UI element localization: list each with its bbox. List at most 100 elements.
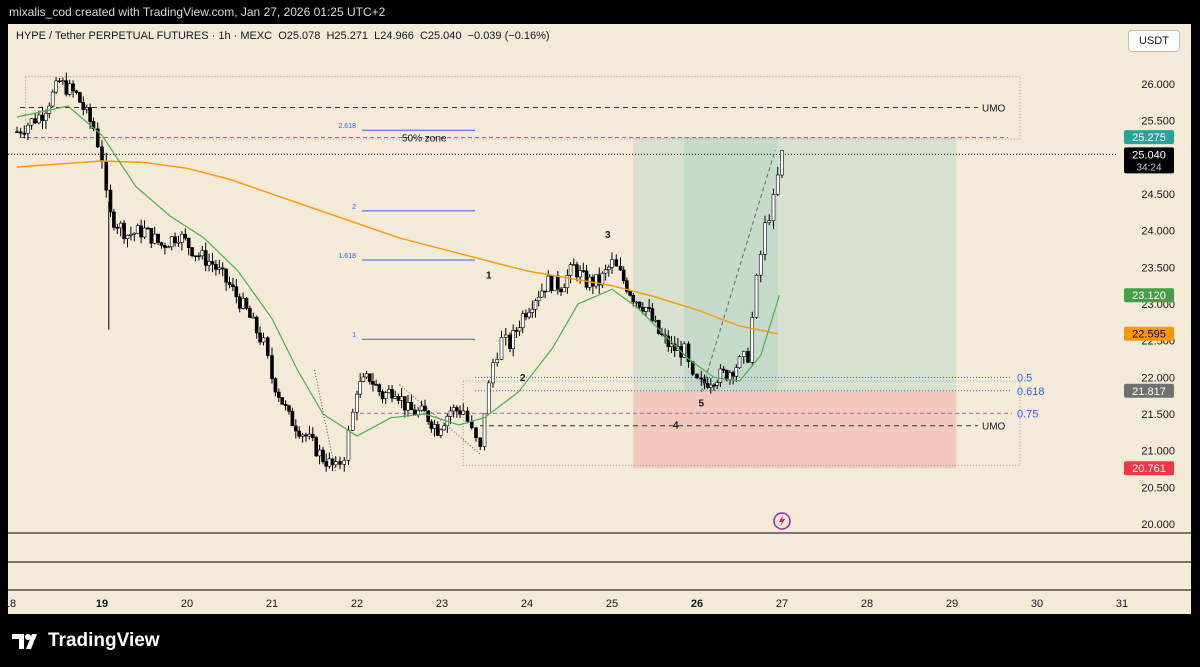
price-badge-bg: [1124, 461, 1174, 476]
candle-down: [254, 316, 259, 334]
time-tick-21: 21: [266, 598, 278, 610]
candle-up: [125, 234, 130, 239]
candle-up: [737, 356, 742, 369]
legend-close: C25.040: [419, 30, 462, 42]
price-tick: 23.500: [1141, 262, 1175, 274]
candle-up: [361, 376, 366, 382]
candle-down: [156, 233, 160, 243]
candle-down: [304, 434, 308, 437]
chart-pane[interactable]: [8, 24, 1191, 614]
price-tick: 20.500: [1141, 482, 1175, 494]
candle-up: [546, 275, 551, 292]
candle-down: [371, 381, 375, 385]
candle-down: [314, 437, 319, 457]
candle-up: [536, 296, 541, 302]
candle-down: [656, 320, 661, 334]
candle-up: [37, 114, 41, 124]
candle-up: [61, 80, 65, 83]
lightning-glyph: [779, 515, 785, 527]
candle-down: [731, 372, 735, 377]
stop-zone: [633, 390, 957, 469]
candle-up: [565, 275, 570, 288]
candle-down: [650, 308, 655, 321]
time-tick-26: 26: [691, 598, 703, 610]
candle-up: [754, 274, 759, 318]
candle-down: [686, 343, 691, 363]
candle-down: [478, 437, 483, 447]
candle-up: [327, 458, 332, 467]
candle-down: [224, 268, 228, 283]
candle-up: [217, 267, 222, 270]
candle-up: [530, 308, 535, 313]
candle-up: [180, 233, 184, 243]
candle-down: [100, 146, 104, 162]
candle-up: [709, 384, 713, 388]
trade-path-line: [700, 149, 776, 393]
wave-label-3: 3: [605, 230, 611, 241]
candle-up: [346, 429, 351, 461]
candle-up: [207, 261, 211, 266]
candle-up: [132, 233, 137, 235]
candle-down: [559, 288, 563, 293]
candle-up: [728, 372, 732, 381]
candle-down: [287, 405, 291, 412]
candle-down: [374, 384, 378, 386]
candle-up: [350, 411, 355, 431]
candle-down: [721, 368, 726, 371]
candle-up: [568, 264, 573, 276]
price-badge-bg: [1124, 288, 1174, 303]
candle-down: [18, 131, 23, 134]
plot-area: [8, 72, 1116, 473]
candle-down: [15, 131, 19, 133]
tradingview-logo[interactable]: TradingView: [12, 629, 160, 653]
candles: [15, 72, 784, 472]
candle-up: [653, 320, 658, 322]
candle-down: [524, 313, 528, 318]
legend-high: H25.271: [326, 30, 369, 42]
candle-down: [458, 410, 462, 415]
price-tick: 21.000: [1141, 446, 1175, 458]
candle-down: [108, 189, 113, 213]
fib-ext-label-1.618: 1.618: [338, 253, 356, 260]
candle-down: [81, 102, 86, 110]
zone-50-label: 50% zone: [402, 134, 447, 145]
candle-up: [486, 382, 491, 415]
time-tick-28: 28: [861, 598, 873, 610]
candle-up: [718, 368, 723, 383]
candle-down: [412, 409, 417, 416]
candle-up: [734, 367, 739, 377]
candle-down: [549, 275, 554, 291]
candle-up: [771, 194, 776, 221]
candle-up: [176, 241, 181, 244]
candle-down: [276, 391, 281, 398]
candle-down: [403, 396, 407, 411]
candle-down: [91, 121, 96, 130]
watermark-bar: mixalis_cod created with TradingView.com…: [0, 0, 1200, 24]
candle-up: [251, 316, 256, 319]
candle-down: [74, 90, 79, 93]
candle-down: [367, 373, 372, 382]
candle-down: [88, 107, 92, 122]
ma-slow-line: [16, 160, 778, 335]
range-box-top: [25, 76, 1021, 140]
candle-up: [750, 317, 755, 363]
candle-up: [54, 80, 58, 93]
candle-up: [571, 264, 576, 266]
time-tick-19: 19: [96, 598, 108, 610]
candle-down: [390, 389, 394, 399]
candle-up: [511, 330, 515, 350]
candle-down: [149, 227, 154, 244]
alert-lightning-icon: [773, 512, 791, 530]
candle-up: [517, 327, 522, 332]
symbol-legend: HYPE / Tether PERPETUAL FUTURES · 1h · M…: [16, 30, 553, 42]
candle-up: [603, 269, 608, 274]
candle-up: [491, 362, 495, 384]
candle-down: [197, 255, 201, 258]
candle-up: [533, 300, 538, 310]
candle-down: [699, 377, 704, 380]
price-tick: 22.000: [1141, 372, 1175, 384]
candle-down: [193, 255, 198, 258]
time-tick-27: 27: [776, 598, 788, 610]
currency-button[interactable]: USDT: [1128, 30, 1180, 52]
